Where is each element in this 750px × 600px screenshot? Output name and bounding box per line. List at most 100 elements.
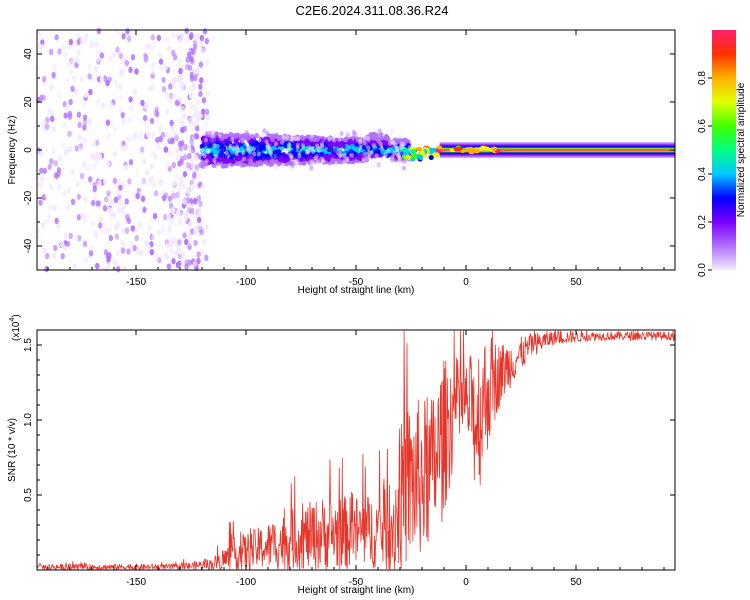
heatmap-cell — [182, 232, 187, 239]
heatmap-cell — [70, 198, 76, 206]
heatmap-cell — [365, 135, 370, 141]
heatmap-cell — [281, 135, 286, 141]
heatmap-cell — [41, 94, 46, 101]
heatmap-cell — [322, 145, 327, 151]
heatmap-cell — [172, 79, 177, 87]
heatmap-cell — [235, 144, 240, 150]
heatmap-cell — [52, 205, 57, 212]
heatmap-cell — [191, 82, 196, 89]
heatmap-cell — [82, 114, 88, 121]
heatmap-cell — [64, 104, 70, 112]
heatmap-cell — [358, 144, 363, 150]
heatmap-cell — [369, 149, 374, 155]
heatmap-cell — [134, 68, 139, 75]
heatmap-cell — [223, 133, 229, 140]
heatmap-cell — [212, 157, 217, 163]
heatmap-cell — [190, 178, 195, 186]
heatmap-cell — [228, 143, 233, 149]
heatmap-cell — [41, 193, 47, 201]
heatmap-cell — [109, 102, 114, 109]
heatmap-cell — [114, 81, 119, 88]
x-tick-label: -100 — [236, 277, 256, 288]
colorbar-tick-label: 0.8 — [697, 71, 708, 85]
heatmap-cell — [193, 74, 198, 82]
heatmap-cell — [162, 213, 168, 221]
heatmap-cell — [268, 159, 274, 165]
heatmap-cell — [177, 239, 182, 246]
heatmap-cell — [165, 108, 170, 116]
heatmap-cell — [392, 150, 397, 156]
heatmap-cell — [53, 244, 58, 252]
heatmap-cell — [69, 129, 74, 137]
heatmap-cell — [95, 56, 101, 63]
heatmap-cell — [87, 63, 93, 71]
heatmap-cell — [115, 190, 121, 197]
heatmap-cell — [353, 145, 359, 152]
heatmap-region — [199, 128, 413, 172]
heatmap-cell — [56, 170, 61, 178]
heatmap-cell — [300, 128, 305, 134]
heatmap-cell — [331, 136, 336, 142]
heatmap-cell — [202, 78, 208, 85]
heatmap-cell — [114, 224, 119, 231]
heatmap-cell — [205, 113, 211, 121]
heatmap-cell — [129, 241, 135, 248]
heatmap-cell — [47, 213, 52, 220]
heatmap-cell — [39, 167, 44, 174]
heatmap-cell — [126, 35, 132, 43]
heatmap-cell — [169, 97, 174, 105]
heatmap-cell — [193, 228, 198, 236]
heatmap-cell — [121, 58, 126, 65]
heatmap-cell — [371, 142, 376, 148]
heatmap-cell — [102, 205, 108, 212]
heatmap-cell — [115, 46, 120, 53]
multiplier-base: (x10 — [11, 321, 22, 341]
heatmap-cell — [94, 139, 100, 146]
heatmap-cell — [321, 137, 326, 143]
heatmap-cell — [196, 209, 202, 217]
heatmap-cell — [195, 110, 200, 118]
heatmap-cell — [112, 77, 117, 84]
heatmap-cell — [252, 151, 257, 157]
heatmap-cell — [118, 106, 124, 113]
heatmap-cell — [197, 224, 202, 232]
heatmap-cell — [349, 152, 354, 158]
snr-x-ticks: -150 -100 -50 0 50 — [47, 330, 665, 588]
colorbar: 0.0 0.2 0.4 0.6 0.8 Normalized spectral ampl… — [697, 30, 747, 277]
heatmap-cell — [327, 147, 332, 153]
heatmap-cell — [76, 111, 82, 118]
heatmap-cell — [179, 33, 184, 40]
heatmap-cell — [270, 136, 275, 143]
heatmap-cell — [189, 207, 195, 215]
heatmap-cell — [113, 259, 119, 266]
heatmap-cell — [51, 148, 56, 155]
heatmap-cell — [105, 161, 110, 168]
heatmap-cell — [44, 219, 50, 226]
heatmap-cell — [121, 118, 126, 125]
heatmap-cell — [254, 133, 260, 139]
heatmap-cell — [293, 161, 298, 167]
heatmap-cell — [150, 151, 156, 158]
heatmap-cell — [36, 29, 42, 36]
heatmap-cell — [344, 136, 349, 142]
heatmap-cell — [130, 54, 136, 61]
heatmap-cell — [167, 149, 172, 157]
heatmap-cell — [189, 103, 194, 110]
heatmap-cell — [185, 37, 191, 44]
heatmap-cell — [296, 135, 301, 141]
heatmap-cell — [192, 44, 198, 51]
heatmap-cell — [113, 196, 119, 204]
heatmap-cell — [156, 34, 162, 42]
heatmap-cell — [341, 143, 347, 149]
heatmap-cell — [62, 122, 67, 129]
heatmap-cell — [40, 176, 45, 183]
heatmap-cell — [358, 133, 363, 139]
heatmap-cell — [313, 155, 318, 161]
heatmap-cell — [397, 158, 402, 164]
heatmap-cell — [251, 142, 256, 148]
heatmap-cell — [103, 178, 108, 185]
heatmap-cell — [117, 94, 123, 101]
heatmap-cell — [219, 143, 225, 149]
heatmap-cell — [316, 147, 321, 153]
